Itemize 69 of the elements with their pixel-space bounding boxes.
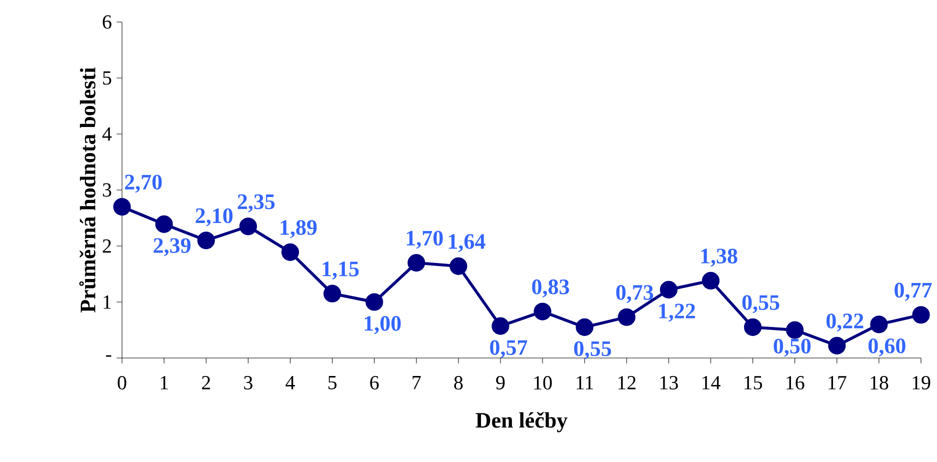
x-tick-label: 2: [202, 376, 210, 390]
y-axis-title: Průměrná hodnota bolesti: [79, 67, 96, 312]
point: [281, 243, 300, 261]
data-label: 1,64: [448, 234, 486, 252]
x-tick-label: 8: [454, 376, 463, 390]
x-tick-label: 16: [786, 376, 804, 390]
x-tick-label: 7: [412, 376, 421, 390]
point: [618, 308, 636, 326]
x-tick-label: 15: [744, 376, 762, 390]
point: [366, 293, 384, 311]
data-label: 0,77: [894, 282, 932, 301]
y-tick-label: -: [106, 355, 112, 357]
point: [912, 306, 930, 324]
point: [450, 257, 468, 275]
data-label: 2,70: [125, 174, 162, 193]
point: [239, 218, 257, 236]
x-tick-label: 12: [618, 376, 636, 390]
x-tick-label: 10: [534, 376, 552, 390]
y-tick-label: 4: [102, 127, 112, 141]
data-label: 0,73: [616, 285, 654, 304]
point: [702, 272, 720, 290]
x-tick-label: 6: [370, 376, 379, 390]
point: [534, 302, 552, 320]
data-label: 1,38: [701, 248, 738, 267]
data-label: 1,89: [280, 220, 317, 238]
point: [870, 316, 888, 334]
data-label: 0,83: [532, 279, 570, 298]
x-axis-title: Den léčby: [476, 412, 568, 432]
data-label: 2,39: [154, 238, 191, 256]
x-tick-label: 4: [286, 376, 295, 390]
point: [576, 318, 594, 336]
point: [660, 280, 678, 298]
data-label: 2,35: [238, 194, 275, 212]
y-tick-label: 5: [103, 71, 112, 85]
data-label: 0,50: [774, 338, 811, 357]
point: [744, 318, 762, 336]
x-tick-label: 5: [328, 376, 336, 390]
point: [408, 254, 426, 272]
x-tick-label: 3: [244, 376, 252, 390]
y-tick-label: 3: [102, 183, 112, 197]
point: [323, 284, 342, 302]
x-tick-label: 9: [496, 376, 505, 390]
x-tick-label: 1: [160, 376, 168, 390]
point: [786, 321, 804, 339]
x-tick-label: 17: [828, 376, 846, 390]
data-label: 0,60: [868, 338, 906, 356]
x-tick-label: 0: [118, 376, 126, 390]
data-label: 1,70: [406, 230, 443, 249]
data-label: 0,22: [826, 314, 864, 332]
x-tick-label: 14: [702, 376, 720, 390]
data-label: 0,55: [742, 295, 780, 314]
data-label: 1,22: [659, 304, 695, 322]
data-label: 1,15: [322, 262, 359, 280]
data-label: 1,00: [364, 316, 401, 334]
point: [828, 336, 846, 354]
y-tick-label: 1: [104, 295, 111, 309]
y-tick-label: 6: [102, 15, 112, 29]
x-tick-label: 19: [912, 376, 930, 390]
data-label: 2,10: [196, 208, 233, 226]
data-label: 0,57: [490, 340, 528, 358]
point: [113, 198, 131, 216]
point: [492, 317, 510, 335]
point: [155, 215, 173, 233]
x-tick-label: 13: [660, 376, 678, 390]
x-tick-label: 11: [576, 376, 594, 390]
data-label: 0,55: [574, 341, 612, 360]
x-tick-label: 18: [870, 376, 888, 390]
y-tick-label: 2: [102, 239, 111, 253]
point: [197, 232, 215, 250]
